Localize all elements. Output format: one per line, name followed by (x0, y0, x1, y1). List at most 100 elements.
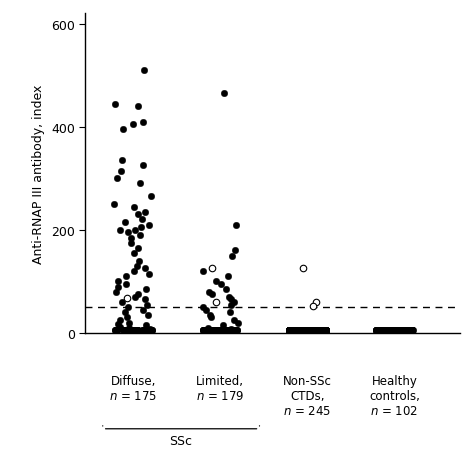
Point (293, 327, 301, 335)
Point (143, 301, 151, 309)
Point (290, 327, 298, 335)
Point (320, 327, 328, 335)
Point (225, 293, 232, 301)
Point (224, 327, 232, 335)
Point (316, 327, 323, 335)
Point (406, 327, 413, 335)
Point (212, 298, 220, 306)
Point (132, 327, 139, 335)
Point (385, 327, 393, 335)
Point (382, 327, 389, 335)
Point (298, 327, 306, 335)
Point (131, 293, 139, 301)
Point (132, 327, 139, 335)
Point (401, 327, 408, 335)
Point (220, 327, 228, 335)
Point (317, 327, 324, 335)
Point (299, 327, 306, 335)
Point (127, 234, 135, 242)
Point (317, 327, 325, 335)
Point (121, 219, 129, 227)
Point (231, 327, 238, 335)
Point (199, 327, 206, 335)
Point (122, 327, 130, 335)
Point (296, 327, 303, 335)
Point (376, 327, 384, 335)
Point (321, 327, 328, 335)
Point (129, 327, 137, 335)
Point (295, 327, 302, 335)
Point (214, 327, 221, 335)
Point (202, 327, 210, 335)
Point (305, 327, 313, 335)
Point (135, 258, 143, 265)
Point (299, 327, 306, 335)
Point (299, 327, 306, 335)
Point (322, 327, 330, 335)
Point (305, 327, 313, 335)
Point (219, 322, 227, 329)
Point (122, 327, 129, 335)
Point (301, 327, 309, 335)
Point (115, 283, 122, 291)
Point (386, 327, 394, 335)
Point (305, 327, 312, 335)
Point (293, 327, 301, 335)
Point (130, 203, 137, 211)
Point (286, 327, 294, 335)
Point (397, 327, 405, 335)
Point (292, 327, 300, 335)
Point (121, 327, 129, 335)
Point (391, 327, 398, 335)
Point (229, 327, 237, 335)
Point (286, 327, 294, 335)
Point (320, 327, 328, 335)
Point (378, 327, 386, 335)
Point (403, 327, 411, 335)
Point (142, 327, 149, 335)
Point (286, 327, 293, 335)
Point (201, 327, 208, 335)
Point (389, 327, 397, 335)
Point (319, 327, 327, 335)
Point (139, 119, 146, 126)
Point (378, 327, 386, 335)
Point (227, 325, 235, 333)
Point (375, 327, 383, 335)
Point (317, 327, 325, 335)
Point (307, 327, 315, 335)
Point (202, 306, 210, 314)
Point (304, 327, 312, 335)
Point (309, 327, 317, 335)
Point (144, 327, 152, 335)
Point (232, 327, 240, 335)
Point (306, 327, 314, 335)
Point (294, 327, 302, 335)
Point (298, 327, 305, 335)
Point (112, 327, 119, 335)
Point (373, 327, 380, 335)
Point (135, 103, 142, 111)
Point (395, 327, 402, 335)
Point (387, 327, 394, 335)
Point (221, 327, 229, 335)
Point (122, 327, 129, 335)
Point (290, 327, 297, 335)
Point (309, 303, 316, 310)
Point (123, 295, 131, 302)
Point (383, 327, 390, 335)
Point (286, 327, 294, 335)
Point (321, 327, 329, 335)
Point (145, 270, 153, 278)
Point (305, 327, 313, 335)
Point (323, 327, 330, 335)
Point (207, 314, 215, 322)
Point (295, 327, 302, 335)
Point (302, 327, 310, 335)
Point (296, 327, 304, 335)
Point (214, 327, 221, 335)
Point (307, 327, 314, 335)
Point (299, 327, 306, 335)
Point (227, 327, 235, 335)
Point (226, 327, 233, 335)
